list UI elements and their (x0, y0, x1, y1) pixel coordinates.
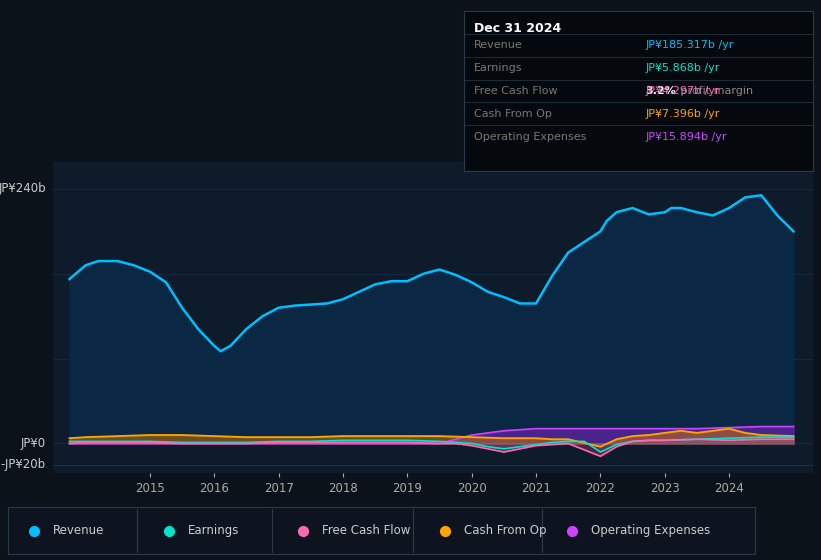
Text: JP¥7.396b /yr: JP¥7.396b /yr (645, 109, 720, 119)
Text: Free Cash Flow: Free Cash Flow (475, 86, 558, 96)
Text: Revenue: Revenue (53, 524, 104, 537)
Text: JP¥15.894b /yr: JP¥15.894b /yr (645, 132, 727, 142)
Text: JP¥5.868b /yr: JP¥5.868b /yr (645, 63, 720, 73)
Text: Cash From Op: Cash From Op (475, 109, 553, 119)
Text: Earnings: Earnings (187, 524, 239, 537)
Text: JP¥4.297b /yr: JP¥4.297b /yr (645, 86, 720, 96)
Text: 3.2%: 3.2% (645, 86, 676, 96)
Text: Dec 31 2024: Dec 31 2024 (475, 22, 562, 35)
Text: Revenue: Revenue (475, 40, 523, 50)
Text: JP¥0: JP¥0 (21, 437, 46, 450)
Text: Earnings: Earnings (475, 63, 523, 73)
Text: Operating Expenses: Operating Expenses (475, 132, 587, 142)
Text: profit margin: profit margin (677, 86, 754, 96)
Text: Operating Expenses: Operating Expenses (591, 524, 710, 537)
Text: JP¥185.317b /yr: JP¥185.317b /yr (645, 40, 734, 50)
Text: JP¥240b: JP¥240b (0, 183, 46, 195)
Text: Free Cash Flow: Free Cash Flow (322, 524, 410, 537)
Text: Cash From Op: Cash From Op (464, 524, 547, 537)
Text: -JP¥20b: -JP¥20b (1, 458, 46, 471)
